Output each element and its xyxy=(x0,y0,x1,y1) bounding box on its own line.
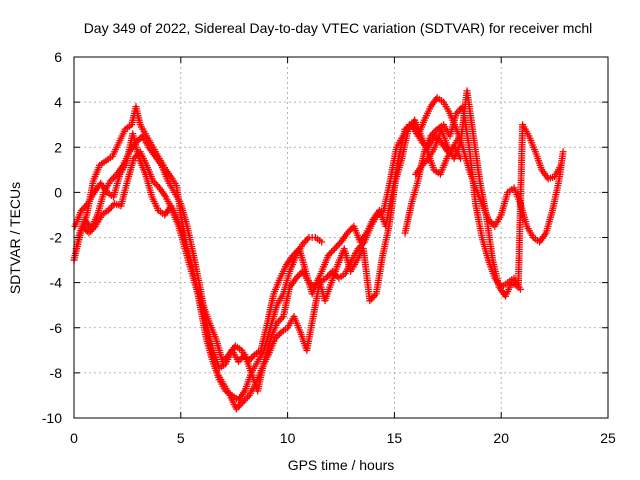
data-point xyxy=(329,246,337,254)
y-tick-label: -6 xyxy=(50,320,63,336)
data-point xyxy=(106,205,114,213)
data-point xyxy=(318,238,326,246)
data-point xyxy=(488,219,496,227)
y-tick-label: -10 xyxy=(42,410,62,426)
x-tick-label: 0 xyxy=(70,430,78,446)
data-point xyxy=(516,285,524,293)
y-tick-label: -2 xyxy=(50,230,63,246)
data-point xyxy=(369,293,377,301)
data-points xyxy=(70,87,567,413)
y-tick-label: -8 xyxy=(50,365,63,381)
x-axis-label: GPS time / hours xyxy=(288,457,395,473)
series-track-b xyxy=(72,121,465,413)
data-point xyxy=(274,332,282,340)
series-track-f xyxy=(401,103,524,293)
data-point xyxy=(295,271,303,279)
y-tick-label: 2 xyxy=(54,139,62,155)
series-track-e xyxy=(412,87,565,300)
y-tick-label: 0 xyxy=(54,184,62,200)
data-point xyxy=(332,243,340,251)
data-point xyxy=(135,135,143,143)
y-tick-label: -4 xyxy=(50,275,63,291)
chart-title: Day 349 of 2022, Sidereal Day-to-day VTE… xyxy=(84,20,593,36)
data-point xyxy=(303,235,311,243)
data-point xyxy=(152,180,160,188)
x-tick-label: 15 xyxy=(387,430,403,446)
data-point xyxy=(559,148,567,156)
data-point xyxy=(236,402,244,410)
data-point xyxy=(276,316,284,324)
data-point xyxy=(110,174,118,182)
data-point xyxy=(334,241,342,249)
x-tick-label: 10 xyxy=(280,430,296,446)
data-point xyxy=(347,226,355,234)
axis-ticks: 0 5 10 15 20 25 -10 -8 -6 -4 -2 0 2 4 6 xyxy=(42,49,616,446)
x-tick-label: 5 xyxy=(177,430,185,446)
x-tick-label: 20 xyxy=(493,430,509,446)
data-point xyxy=(249,353,257,361)
y-tick-label: 4 xyxy=(54,94,62,110)
data-point xyxy=(456,106,464,114)
data-point xyxy=(276,330,284,338)
x-tick-label: 25 xyxy=(600,430,616,446)
data-point xyxy=(324,272,332,280)
y-axis-label: SDTVAR / TECUs xyxy=(7,182,23,294)
series-track-a xyxy=(70,103,326,404)
data-point xyxy=(302,237,310,245)
data-point xyxy=(247,354,255,362)
data-point xyxy=(331,245,339,253)
data-point xyxy=(557,161,565,169)
y-tick-label: 6 xyxy=(54,49,62,65)
data-point xyxy=(327,248,335,256)
grid-lines xyxy=(74,57,608,418)
